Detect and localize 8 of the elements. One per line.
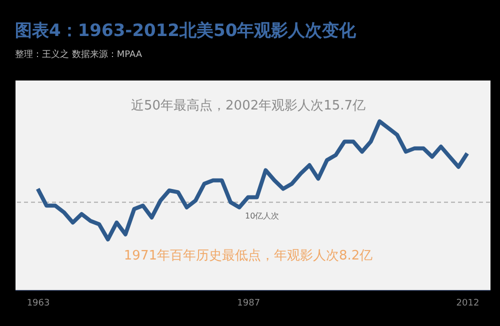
annotation: 近50年最高点，2002年观影人次15.7亿 xyxy=(131,97,366,114)
ref-line-label: 10亿人次 xyxy=(245,211,280,220)
chart-title: 图表4：1963-2012北美50年观影人次变化 xyxy=(15,21,358,41)
x-tick-label: 1987 xyxy=(237,298,260,308)
annotation: 1971年百年历史最低点，年观影人次8.2亿 xyxy=(124,248,373,264)
x-tick-label: 1963 xyxy=(26,298,50,308)
chart-subtitle: 整理：王义之 数据来源：MPAA xyxy=(15,49,143,60)
x-tick-label: 2012 xyxy=(456,298,480,308)
